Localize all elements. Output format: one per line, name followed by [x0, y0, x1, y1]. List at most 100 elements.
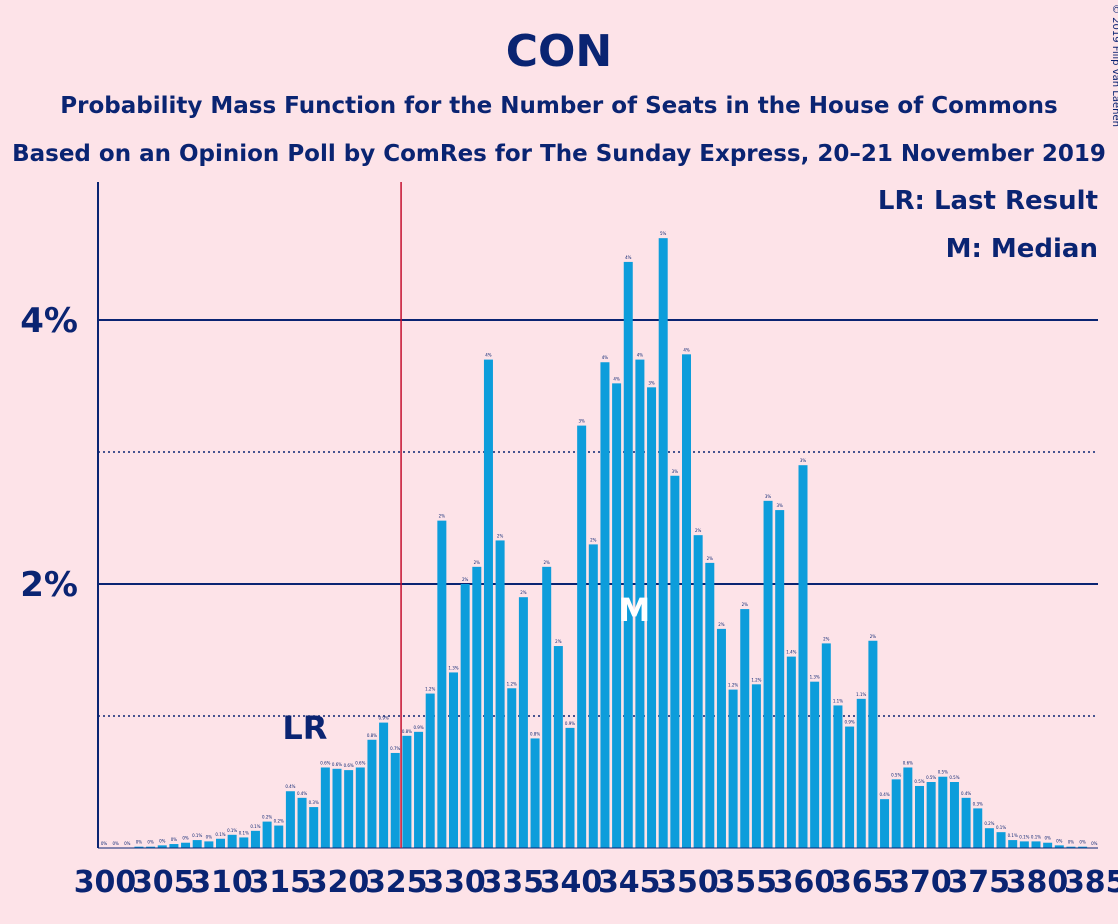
bar: [751, 684, 761, 848]
bar: [786, 656, 796, 848]
bar-value-label: 0.4%: [961, 791, 971, 796]
bar-value-label: 0.8%: [402, 729, 412, 734]
bar-value-label: 0.5%: [938, 770, 948, 775]
bar-value-label: 1.4%: [786, 650, 796, 655]
bar: [996, 832, 1006, 848]
x-tick-label: 325: [365, 865, 428, 900]
bar-value-label: 0.4%: [285, 784, 295, 789]
bar: [705, 562, 715, 848]
bar-value-label: 1.1%: [856, 692, 866, 697]
bar: [973, 808, 983, 848]
bar: [798, 465, 808, 848]
bar: [367, 739, 377, 848]
bar: [658, 238, 668, 848]
bar-value-label: 0%: [112, 841, 119, 846]
bar: [600, 362, 610, 848]
bar: [297, 797, 307, 848]
bar: [821, 643, 831, 848]
bar: [868, 640, 878, 848]
bar-value-label: 1.2%: [507, 681, 517, 686]
bar: [903, 767, 913, 848]
bar: [157, 845, 167, 848]
bar-value-label: 0%: [1044, 836, 1051, 841]
x-tick-label: 370: [889, 865, 952, 900]
x-tick-label: 345: [598, 865, 661, 900]
bar: [146, 846, 156, 848]
bar: [344, 770, 354, 848]
bar-value-label: 2%: [497, 533, 504, 538]
bar: [1078, 846, 1088, 848]
bar-value-label: 0.5%: [891, 772, 901, 777]
x-tick-label: 330: [423, 865, 486, 900]
bar-value-label: 1.3%: [810, 675, 820, 680]
bar-value-label: 0.6%: [332, 762, 342, 767]
y-tick-label: 2%: [20, 565, 78, 605]
bar-value-label: 0.1%: [215, 832, 225, 837]
bar-value-label: 3%: [800, 458, 807, 463]
bar: [495, 540, 505, 848]
bar: [740, 609, 750, 848]
bar: [332, 768, 342, 848]
bar: [379, 722, 389, 848]
bar-value-label: 0.4%: [297, 791, 307, 796]
bar-value-label: 0.1%: [227, 828, 237, 833]
x-tick-label: 355: [714, 865, 777, 900]
bar: [984, 828, 994, 848]
bar: [542, 566, 552, 848]
bar: [775, 510, 785, 848]
bar: [647, 387, 657, 848]
bar: [239, 837, 249, 848]
bar: [204, 841, 214, 848]
legend-median: M: Median: [946, 234, 1098, 264]
bar-value-label: 0.2%: [274, 819, 284, 824]
chart-title: CON: [506, 26, 613, 77]
x-tick-label: 385: [1064, 865, 1118, 900]
bar: [810, 681, 820, 848]
bar-value-label: 0%: [1091, 841, 1098, 846]
bar-labels: 0% 0% 0% 0% 0% 0% 0% 0%0.1% 0%0.1%0.1%0.1%0.1%0.…: [101, 231, 1098, 846]
bar-value-label: 2%: [742, 602, 749, 607]
bar: [507, 688, 517, 848]
bar: [227, 834, 237, 848]
bar-value-label: 0%: [101, 841, 108, 846]
bar: [880, 799, 890, 848]
bar-value-label: 0.5%: [949, 775, 959, 780]
bar-value-label: 4%: [637, 353, 644, 358]
bar: [612, 383, 622, 848]
bar: [285, 791, 295, 848]
bar: [320, 767, 330, 848]
bar-value-label: 3%: [765, 494, 772, 499]
median-label: M: [618, 591, 650, 629]
bar-value-label: 0%: [171, 837, 178, 842]
bar: [483, 359, 493, 848]
bar-value-label: 0.6%: [355, 760, 365, 765]
x-tick-label: 335: [481, 865, 544, 900]
bar: [169, 844, 179, 848]
bar-value-label: 0.1%: [1031, 834, 1041, 839]
bars: [134, 238, 1088, 848]
bar: [728, 689, 738, 848]
bar: [845, 726, 855, 848]
bar-value-label: 2%: [474, 560, 481, 565]
bar-value-label: 0%: [159, 838, 166, 843]
bar: [623, 261, 633, 848]
bar: [938, 776, 948, 848]
chart-subtitle: Probability Mass Function for the Number…: [60, 93, 1057, 119]
bar: [1008, 840, 1018, 848]
bar-value-label: 2%: [707, 556, 714, 561]
bar-value-label: 3%: [672, 469, 679, 474]
bar-value-label: 2%: [590, 537, 597, 542]
bar-value-label: 0%: [1079, 840, 1086, 845]
x-tick-label: 315: [248, 865, 311, 900]
bar-value-label: 0%: [1056, 838, 1063, 843]
bar-value-label: 2%: [544, 560, 551, 565]
gridlines: [98, 319, 1098, 717]
bar: [518, 597, 528, 848]
bar-value-label: 2%: [718, 622, 725, 627]
bar: [274, 825, 284, 848]
bar-value-label: 0.2%: [262, 815, 272, 820]
chart-subtitle-2: Based on an Opinion Poll by ComRes for T…: [12, 141, 1106, 167]
bar: [553, 646, 563, 848]
bar: [390, 752, 400, 848]
bar-value-label: 0%: [206, 834, 213, 839]
